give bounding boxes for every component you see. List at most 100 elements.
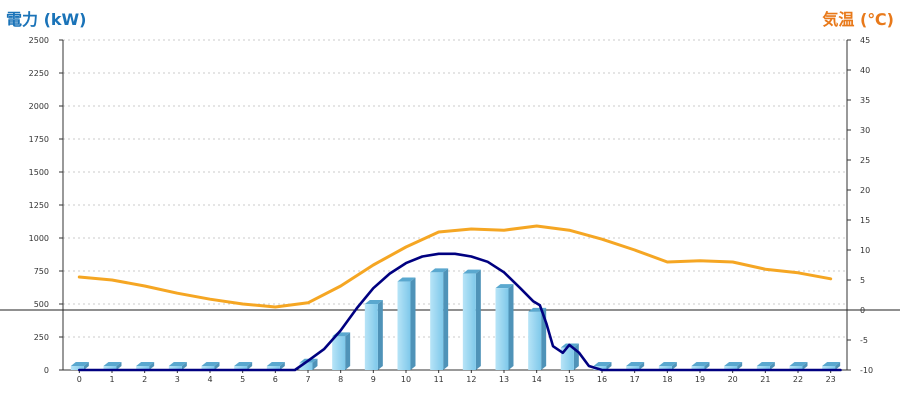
bar-side	[149, 362, 155, 370]
bar-front	[430, 272, 444, 370]
bar-top	[234, 362, 253, 366]
tick-labels: 02505007501000125015001750200022502500-1…	[29, 36, 873, 384]
bar-top	[822, 362, 841, 366]
bar-top	[266, 362, 285, 366]
bar-top	[789, 362, 808, 366]
y-axis-title-right: 気温 (℃)	[822, 10, 894, 29]
bar	[495, 284, 514, 370]
y-axis-title-left: 電力 (kW)	[6, 10, 87, 29]
bar-front	[168, 366, 182, 370]
bar-top	[136, 362, 155, 366]
y-tick-label-right: 35	[860, 96, 870, 105]
bar-front	[397, 281, 411, 370]
x-tick-label: 10	[401, 375, 411, 384]
bar-top	[430, 268, 449, 273]
bar-front	[658, 366, 672, 370]
bar-front	[691, 366, 705, 370]
y-tick-label-left: 500	[34, 300, 49, 309]
bar-top	[495, 284, 514, 289]
bar-top	[168, 362, 187, 366]
y-tick-label-left: 2250	[29, 69, 49, 78]
bar-front	[136, 366, 150, 370]
x-tick-label: 1	[109, 375, 114, 384]
bar-front	[822, 366, 836, 370]
bar-top	[103, 362, 122, 366]
bar	[789, 362, 808, 370]
y-tick-label-right: 25	[860, 156, 870, 165]
axes	[0, 39, 900, 373]
x-tick-label: 20	[728, 375, 738, 384]
x-tick-label: 15	[564, 375, 574, 384]
bar-top	[626, 362, 645, 366]
bar-front	[364, 304, 378, 370]
bar-series	[70, 268, 841, 370]
bar	[201, 362, 220, 370]
bar-side	[377, 300, 383, 370]
y-tick-label-right: -10	[860, 366, 873, 375]
bar-side	[83, 362, 89, 370]
bar	[332, 332, 351, 370]
y-tick-label-left: 1000	[29, 234, 49, 243]
x-tick-label: 3	[175, 375, 180, 384]
bar	[528, 307, 547, 370]
x-tick-label: 19	[695, 375, 705, 384]
bar-top	[462, 269, 481, 274]
x-tick-label: 7	[305, 375, 310, 384]
bar-front	[626, 366, 640, 370]
y-tick-label-right: 30	[860, 126, 870, 135]
x-tick-label: 5	[240, 375, 245, 384]
bar	[724, 362, 743, 370]
bar-side	[443, 268, 449, 370]
x-tick-label: 12	[466, 375, 476, 384]
bar-front	[266, 366, 280, 370]
bar-side	[508, 284, 514, 370]
y-tick-label-left: 1750	[29, 135, 49, 144]
y-tick-label-left: 750	[34, 267, 49, 276]
x-tick-label: 2	[142, 375, 147, 384]
bar-side	[606, 362, 612, 370]
bar	[430, 268, 449, 370]
y-tick-label-right: 40	[860, 66, 870, 75]
x-tick-label: 8	[338, 375, 343, 384]
bar-top	[70, 362, 89, 366]
y-tick-label-left: 0	[44, 366, 49, 375]
bar-front	[593, 366, 607, 370]
bar-front	[789, 366, 803, 370]
y-tick-label-right: 0	[860, 306, 865, 315]
x-tick-label: 13	[499, 375, 509, 384]
x-tick-label: 18	[662, 375, 672, 384]
y-tick-label-right: 5	[860, 276, 865, 285]
bar-side	[247, 362, 253, 370]
bar-side	[475, 269, 481, 370]
y-tick-label-left: 2000	[29, 102, 49, 111]
bar	[626, 362, 645, 370]
y-tick-label-left: 1250	[29, 201, 49, 210]
temperature-line	[77, 224, 833, 309]
x-tick-label: 23	[826, 375, 836, 384]
line-series	[77, 224, 842, 372]
x-tick-label: 9	[371, 375, 376, 384]
bar	[593, 362, 612, 370]
bar-side	[214, 362, 220, 370]
bar-side	[312, 358, 318, 370]
grid-lines	[63, 39, 847, 338]
bar-side	[704, 362, 710, 370]
y-tick-label-right: 45	[860, 36, 870, 45]
bar-side	[345, 332, 351, 370]
y-tick-label-right: -5	[860, 336, 868, 345]
bar-front	[462, 273, 476, 370]
bar-side	[737, 362, 743, 370]
bar-front	[234, 366, 248, 370]
bar-side	[279, 362, 285, 370]
bar	[103, 362, 122, 370]
bar	[234, 362, 253, 370]
bar-front	[756, 366, 770, 370]
bar-top	[658, 362, 677, 366]
x-tick-label: 22	[793, 375, 803, 384]
bar-top	[756, 362, 775, 366]
bar	[168, 362, 187, 370]
bar-front	[201, 366, 215, 370]
bar-top	[724, 362, 743, 366]
x-tick-label: 0	[77, 375, 82, 384]
bar-side	[181, 362, 187, 370]
